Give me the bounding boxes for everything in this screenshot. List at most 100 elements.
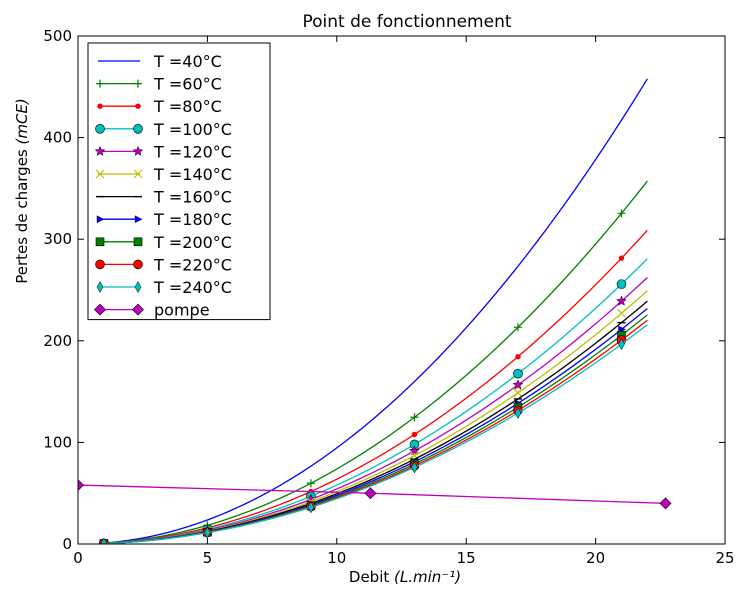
legend-marker: [133, 237, 143, 247]
series-group: [78, 78, 672, 544]
legend-label: T =160°C: [153, 188, 232, 207]
series-line: [103, 258, 648, 544]
legend-marker: [95, 259, 105, 270]
series-7: [99, 300, 648, 544]
data-point: [410, 413, 419, 422]
data-point: [306, 479, 315, 488]
series-12: [78, 479, 672, 510]
legend-box: [87, 42, 271, 321]
legend-label: T =120°C: [153, 142, 232, 161]
y-axis-title: Pertes de charges (mCE): [13, 98, 31, 284]
legend-marker: [133, 259, 143, 270]
data-point: [100, 537, 108, 544]
data-point: [307, 501, 315, 514]
legend-entry-4: T =100°C: [95, 120, 232, 139]
data-point: [512, 379, 524, 390]
x-tick-label: 25: [715, 549, 734, 567]
legend-label: T =200°C: [153, 233, 232, 252]
data-point: [411, 461, 418, 474]
x-tick-label: 15: [457, 549, 476, 567]
legend-marker: [96, 280, 104, 294]
x-axis-unit: (L.min⁻¹): [394, 568, 461, 586]
legend-marker: [96, 215, 105, 224]
legend-marker: [133, 169, 143, 179]
x-axis: 0 5 10 15 20 25: [73, 36, 735, 567]
legend-entry-7: T =160°C: [96, 188, 232, 207]
series-9: [99, 314, 648, 544]
legend-label: T =240°C: [153, 278, 232, 297]
legend-entry-3: T =80°C: [97, 97, 222, 116]
data-point: [513, 388, 523, 398]
series-line: [103, 78, 648, 544]
legend-marker: [133, 124, 143, 134]
legend-entry-10: T =220°C: [95, 255, 232, 274]
legend-marker: [132, 145, 144, 156]
y-tick-label: 0: [62, 535, 72, 553]
data-point: [616, 279, 627, 289]
legend-marker: [95, 169, 105, 179]
data-point: [618, 338, 625, 351]
legend: T =40°C T =60°C T =80°C T =100°C T =120°C T =…: [87, 42, 271, 321]
legend-entry-11: T =240°C: [96, 278, 232, 297]
x-tick-label: 10: [327, 549, 346, 567]
legend-marker: [95, 124, 105, 134]
series-8: [100, 307, 648, 544]
legend-marker: [134, 280, 142, 294]
legend-label: T =60°C: [153, 75, 222, 94]
y-axis-unit: (mCE): [13, 98, 31, 144]
series-line: [103, 319, 648, 544]
y-tick-label: 500: [43, 27, 72, 45]
data-point: [513, 368, 523, 379]
series-10: [99, 319, 648, 544]
data-point: [618, 255, 625, 261]
legend-marker: [95, 237, 105, 247]
data-point: [659, 497, 672, 510]
legend-label: pompe: [154, 301, 210, 320]
data-point: [616, 295, 627, 306]
legend-marker: [134, 215, 143, 224]
series-line: [103, 324, 648, 544]
series-line: [103, 300, 648, 544]
legend-label: T =100°C: [153, 120, 232, 139]
x-tick-label: 0: [73, 549, 83, 567]
data-point: [617, 308, 626, 318]
data-point: [617, 209, 626, 218]
data-point: [78, 479, 84, 491]
series-1: [103, 78, 648, 544]
y-tick-label: 100: [43, 433, 72, 451]
legend-label: T =220°C: [153, 255, 232, 274]
x-tick-label: 5: [203, 549, 213, 567]
x-axis-title: Debit (L.min⁻¹): [349, 568, 461, 586]
data-point: [411, 431, 418, 438]
legend-marker: [94, 303, 106, 316]
data-point: [514, 407, 522, 420]
legend-entry-6: T =140°C: [95, 165, 232, 184]
legend-label: T =180°C: [153, 210, 232, 229]
x-tick-label: 20: [586, 549, 605, 567]
y-axis: 0 100 200 300 400 500: [43, 27, 725, 553]
legend-marker: [132, 303, 144, 316]
y-tick-label: 200: [43, 332, 72, 350]
legend-marker: [135, 103, 141, 109]
data-point: [409, 445, 420, 456]
legend-label: T =40°C: [153, 52, 222, 71]
series-line: [103, 229, 648, 544]
legend-entry-12: pompe: [94, 301, 210, 320]
legend-entry-8: T =180°C: [96, 210, 232, 229]
legend-marker: [134, 79, 142, 88]
y-tick-label: 300: [43, 230, 72, 248]
series-line: [103, 180, 648, 544]
legend-entry-9: T =200°C: [95, 233, 232, 252]
plot-area: [77, 35, 726, 545]
data-point: [364, 487, 377, 500]
data-point: [515, 353, 521, 360]
legend-marker: [94, 145, 106, 156]
legend-marker: [96, 79, 104, 88]
y-tick-label: 400: [43, 129, 72, 147]
legend-label: T =140°C: [153, 165, 232, 184]
plot-frame: [77, 35, 726, 545]
legend-entry-2: T =60°C: [96, 75, 222, 94]
series-line: [103, 307, 648, 544]
legend-label: T =80°C: [153, 97, 222, 116]
